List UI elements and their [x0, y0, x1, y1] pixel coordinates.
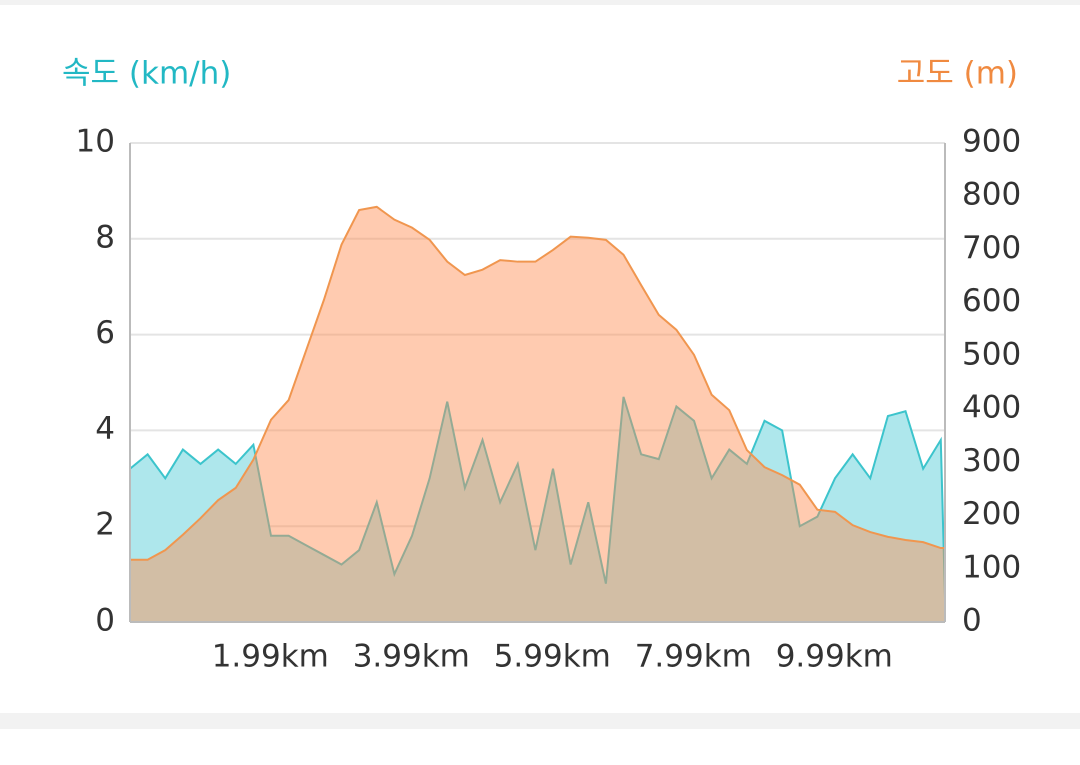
y2-tick-label: 100 — [962, 549, 1021, 585]
y2-tick-label: 500 — [962, 336, 1021, 372]
x-tick-label: 9.99km — [776, 639, 893, 675]
y2-tick-label: 400 — [962, 390, 1021, 426]
bottom-strip — [0, 713, 1080, 729]
y-axis-label: 속도 (km/h) — [62, 56, 231, 92]
y-tick-label: 0 — [95, 603, 115, 639]
y-tick-label: 2 — [95, 507, 115, 543]
area — [130, 396, 945, 622]
y2-tick-label: 900 — [962, 124, 1021, 160]
top-strip — [0, 0, 1080, 5]
x-tick-label: 5.99km — [494, 639, 611, 675]
x-tick-label: 1.99km — [212, 639, 329, 675]
y2-tick-label: 0 — [962, 603, 982, 639]
y2-tick-label: 300 — [962, 443, 1021, 479]
line — [130, 205, 945, 561]
area — [130, 206, 945, 622]
y-tick-label: 8 — [95, 219, 115, 255]
y2-axis-label: 고도 (m) — [897, 56, 1018, 92]
y2-tick-label: 700 — [962, 230, 1021, 266]
y2-tick-label: 200 — [962, 496, 1021, 532]
y2-tick-label: 800 — [962, 177, 1021, 213]
x-tick-label: 3.99km — [353, 639, 470, 675]
y-tick-label: 4 — [95, 411, 115, 447]
y-tick-label: 10 — [76, 124, 115, 160]
y2-tick-label: 600 — [962, 283, 1021, 319]
x-tick-label: 7.99km — [635, 639, 752, 675]
y-tick-label: 6 — [95, 315, 115, 351]
